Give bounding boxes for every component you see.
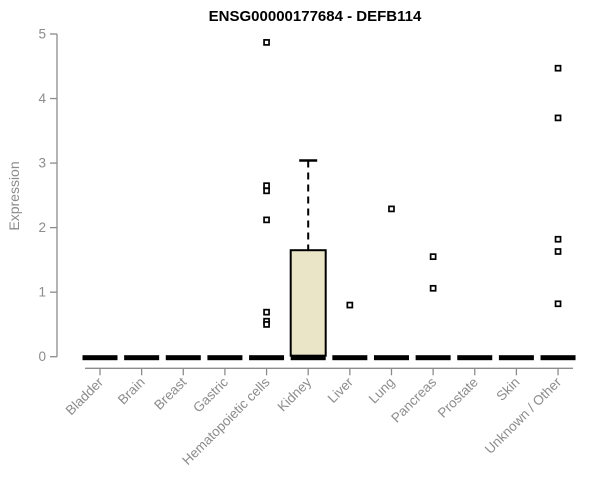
- median-bar: [82, 355, 118, 361]
- x-tick-label: Liver: [325, 374, 357, 406]
- outlier-point: [263, 39, 270, 46]
- y-tick-label: 0: [38, 349, 46, 364]
- outlier-point: [554, 248, 562, 255]
- median-bar: [124, 355, 160, 361]
- chart-title: ENSG00000177684 - DEFB114: [208, 8, 422, 25]
- y-axis-label: Expression: [6, 161, 22, 231]
- median-bar: [498, 355, 534, 361]
- x-tick-label: Skin: [493, 375, 522, 404]
- outlier-point: [263, 321, 270, 328]
- median-bar: [332, 355, 368, 361]
- outlier-point: [429, 284, 437, 292]
- x-tick-label: Kidney: [275, 374, 315, 414]
- x-tick-label: Breast: [151, 374, 189, 412]
- x-tick-label: Gastric: [190, 374, 231, 415]
- outlier-point: [429, 253, 437, 261]
- box-kidney: [289, 249, 327, 357]
- x-tick-label: Brain: [115, 375, 148, 408]
- outlier-point: [388, 205, 395, 213]
- median-bar: [415, 355, 451, 361]
- median-bar: [207, 355, 243, 361]
- x-tick-label: Prostate: [435, 375, 481, 421]
- outlier-point: [263, 308, 270, 316]
- y-tick-label: 5: [38, 27, 46, 42]
- median-bar: [290, 355, 326, 361]
- x-tick-label: Bladder: [63, 374, 107, 418]
- outlier-point: [554, 114, 562, 122]
- outlier-point: [554, 235, 562, 243]
- median-bar: [249, 355, 285, 361]
- y-tick-label: 1: [38, 285, 46, 300]
- outlier-point: [346, 301, 354, 309]
- outlier-point: [263, 216, 270, 224]
- x-tick-label: Unknown / Other: [482, 374, 565, 457]
- x-tick-label: Pancreas: [388, 374, 439, 425]
- outlier-point: [554, 300, 562, 308]
- outlier-point: [263, 182, 270, 190]
- outlier-point: [554, 64, 562, 72]
- median-bar: [540, 355, 576, 361]
- median-bar: [165, 355, 201, 361]
- outlier-point: [263, 187, 270, 195]
- median-bar: [373, 355, 409, 361]
- x-tick-label: Lung: [366, 375, 398, 407]
- y-tick-label: 4: [38, 91, 46, 106]
- y-tick-label: 2: [38, 220, 46, 235]
- y-tick-label: 3: [38, 156, 46, 171]
- median-bar: [457, 355, 493, 361]
